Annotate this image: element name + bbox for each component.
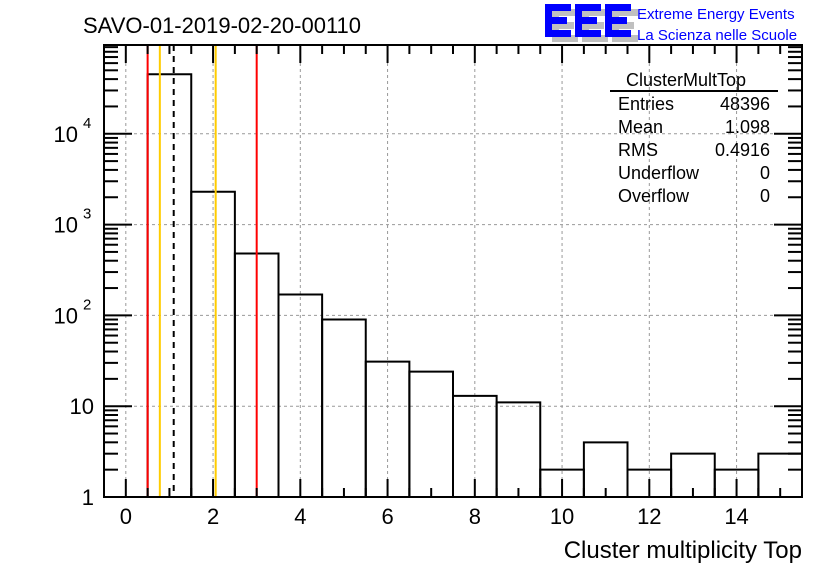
x-tick-label: 6: [381, 504, 393, 529]
x-tick-label: 10: [550, 504, 574, 529]
stats-box: ClusterMultTop Entries 48396 Mean 1.098 RMS 0…: [610, 70, 778, 206]
stats-value: 1.098: [725, 117, 770, 137]
logo-letter-bar: [552, 22, 574, 29]
x-tick-label: 8: [469, 504, 481, 529]
y-tick-label: 10: [70, 394, 94, 419]
stats-label: Overflow: [618, 186, 690, 206]
logo-letter-bar: [545, 17, 567, 24]
stats-label: Entries: [618, 94, 674, 114]
histogram-bin: [146, 73, 193, 497]
logo-letter-bar: [605, 4, 631, 11]
y-tick-exponent: 3: [83, 206, 91, 223]
logo-letter-bar: [545, 30, 571, 37]
x-axis-label: Cluster multiplicity Top: [564, 537, 802, 564]
logo-letter-bar: [575, 30, 601, 37]
logo-letter-bar: [545, 4, 571, 11]
y-tick-label: 10: [54, 213, 78, 238]
logo-mark: [545, 4, 631, 37]
x-tick-label: 4: [294, 504, 306, 529]
logo-letter-bar: [582, 9, 608, 16]
logo-letter-bar: [575, 17, 597, 24]
y-tick-label: 10: [54, 122, 78, 147]
y-tick-label: 10: [54, 303, 78, 328]
stats-name: ClusterMultTop: [626, 70, 746, 90]
histogram-bin: [495, 401, 542, 497]
stats-label: RMS: [618, 140, 658, 160]
x-tick-label: 12: [637, 504, 661, 529]
logo-line1: Extreme Energy Events: [637, 6, 795, 23]
logo-letter-bar: [575, 4, 601, 11]
x-tick-label: 14: [724, 504, 748, 529]
logo-letter-bar: [612, 22, 634, 29]
y-tick-label: 1: [82, 485, 94, 510]
logo-letter-bar: [552, 9, 578, 16]
eee-logo: Extreme Energy Events La Scienza nelle S…: [545, 4, 797, 44]
chart-title: SAVO-01-2019-02-20-00110: [83, 13, 361, 38]
stats-value: 0: [760, 163, 770, 183]
y-tick-exponent: 2: [83, 296, 91, 313]
stats-value: 0: [760, 186, 770, 206]
logo-letter-bar: [582, 22, 604, 29]
histogram-bin: [408, 370, 454, 497]
logo-letter-bar: [605, 17, 627, 24]
histogram-bin: [321, 318, 367, 497]
logo-letter-bar: [612, 9, 638, 16]
logo-letter-bar: [612, 35, 638, 42]
stats-value: 48396: [720, 94, 770, 114]
logo-letter-bar: [552, 35, 578, 42]
y-tick-exponent: 4: [83, 115, 91, 132]
stats-label: Underflow: [618, 163, 700, 183]
x-tick-label: 2: [207, 504, 219, 529]
logo-letter-bar: [582, 35, 608, 42]
stats-label: Mean: [618, 117, 663, 137]
logo-line2: La Scienza nelle Scuole: [637, 27, 797, 44]
logo-letter-bar: [605, 30, 631, 37]
stats-value: 0.4916: [715, 140, 770, 160]
x-tick-label: 0: [120, 504, 132, 529]
logo-mark-shadow: [552, 9, 638, 42]
